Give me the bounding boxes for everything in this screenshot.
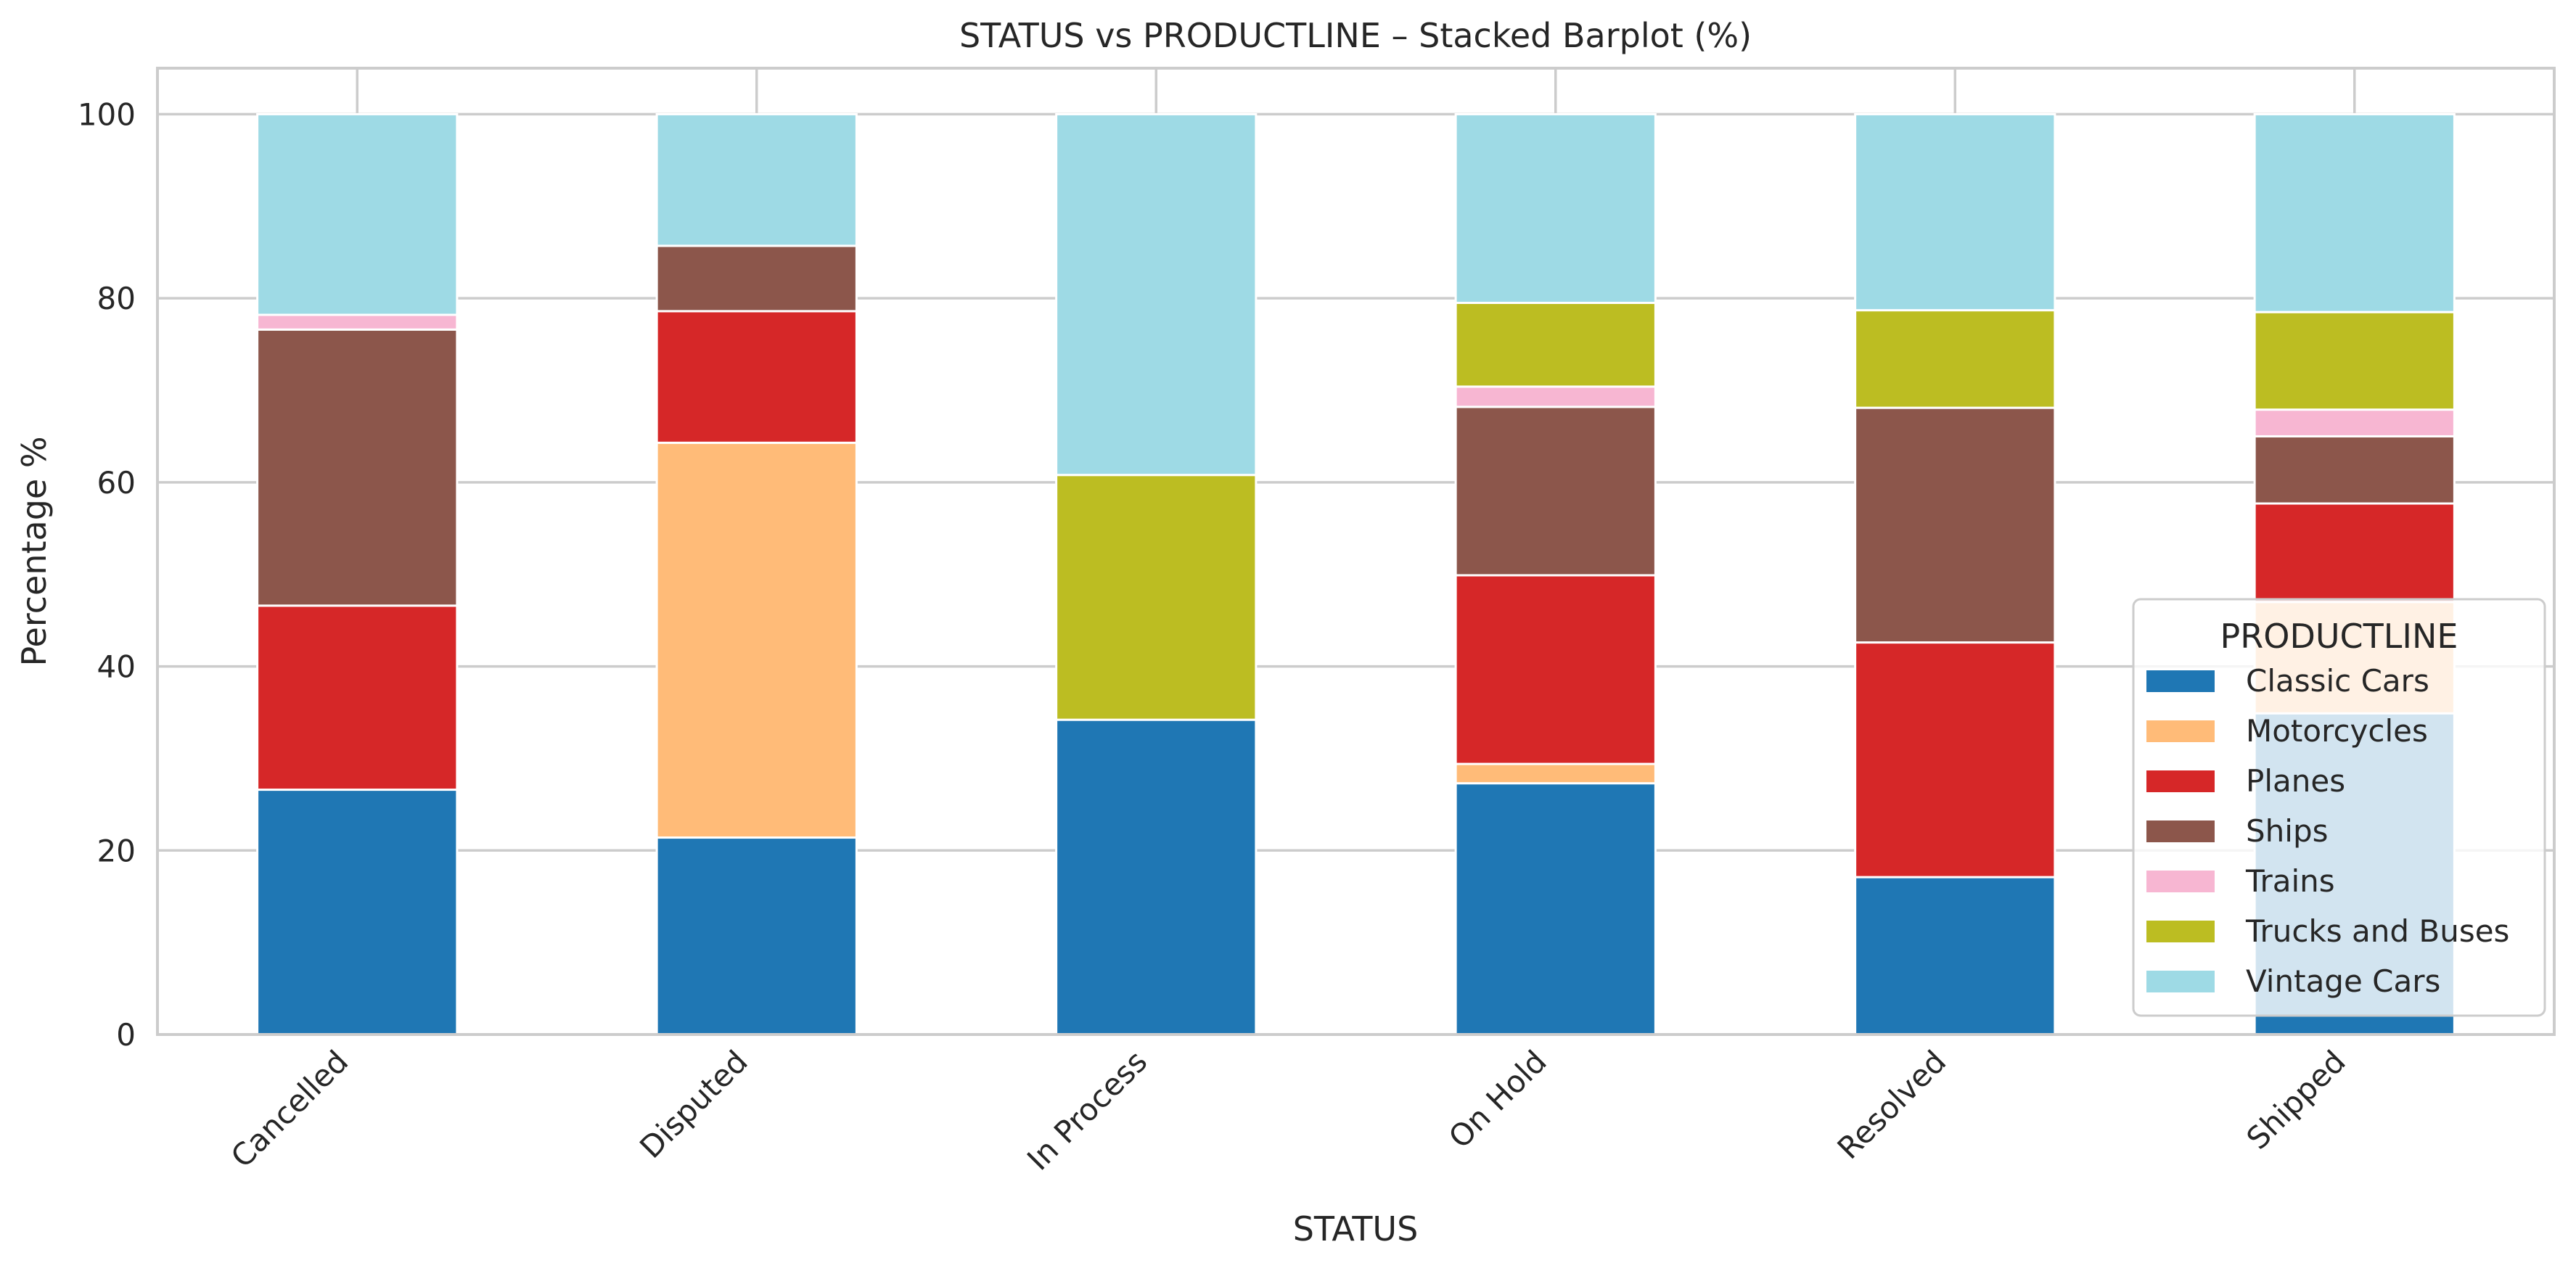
legend: PRODUCTLINE Classic Cars Motorcycles Planes…: [2132, 598, 2546, 1017]
legend-swatch: [2146, 871, 2215, 892]
legend-label: Classic Cars: [2246, 663, 2429, 699]
legend-swatch: [2146, 770, 2215, 792]
bar-segment: [1854, 641, 2056, 879]
bar-segment: [2253, 112, 2456, 313]
bar-segment: [1854, 112, 2056, 312]
bar-segment: [1055, 718, 1258, 1036]
y-axis-title: Percentage %: [15, 436, 54, 666]
bar-segment: [1854, 876, 2056, 1036]
bar-segment: [1055, 474, 1258, 721]
legend-label: Ships: [2246, 813, 2329, 849]
legend-title: PRODUCTLINE: [2220, 617, 2458, 656]
bar-segment: [256, 112, 459, 316]
bar-segment: [1055, 112, 1258, 477]
y-axis-ticks: 0 20 40 60 80 100: [78, 96, 136, 1053]
legend-label: Motorcycles: [2246, 713, 2428, 749]
bar-segment: [2253, 408, 2456, 437]
bar-segment: [655, 441, 858, 839]
legend-swatch: [2146, 971, 2215, 992]
y-tick-label: 20: [97, 833, 136, 868]
legend-box: [2132, 598, 2546, 1017]
bar-segment: [2253, 310, 2456, 411]
bar-segment: [655, 836, 858, 1036]
chart-title: STATUS vs PRODUCTLINE – Stacked Barplot …: [959, 16, 1752, 55]
bar-segment: [1454, 301, 1657, 388]
bar-segment: [256, 313, 459, 331]
bar-segment: [1454, 385, 1657, 408]
x-axis-title: STATUS: [1293, 1209, 1419, 1249]
bar-segment: [655, 112, 858, 247]
legend-swatch: [2146, 670, 2215, 692]
bar-segment: [1454, 406, 1657, 577]
bar-segment: [2253, 435, 2456, 505]
y-tick-label: 40: [97, 649, 136, 685]
bar-segment: [256, 328, 459, 607]
legend-swatch: [2146, 921, 2215, 942]
bar-segment: [1454, 574, 1657, 765]
legend-label: Planes: [2246, 763, 2345, 799]
bar-segment: [1854, 406, 2056, 644]
y-tick-label: 100: [78, 96, 136, 132]
plot-area-frame: [156, 67, 2556, 1036]
legend-swatch: [2146, 720, 2215, 742]
bar-segment: [256, 604, 459, 791]
bar-segment: [2253, 502, 2456, 604]
bar-segment: [1454, 782, 1657, 1036]
bar-segment: [1454, 112, 1657, 304]
y-tick-label: 0: [116, 1017, 136, 1053]
y-tick-label: 60: [97, 465, 136, 501]
bar-segment: [256, 789, 459, 1036]
bar-segment: [1854, 309, 2056, 409]
legend-label: Vintage Cars: [2246, 963, 2440, 999]
legend-label: Trains: [2245, 863, 2335, 899]
bar-segment: [1454, 762, 1657, 785]
bar-segment: [655, 244, 858, 313]
y-tick-label: 80: [97, 281, 136, 316]
bar-segment: [655, 310, 858, 444]
legend-swatch: [2146, 820, 2215, 842]
legend-label: Trucks and Buses: [2245, 913, 2509, 949]
